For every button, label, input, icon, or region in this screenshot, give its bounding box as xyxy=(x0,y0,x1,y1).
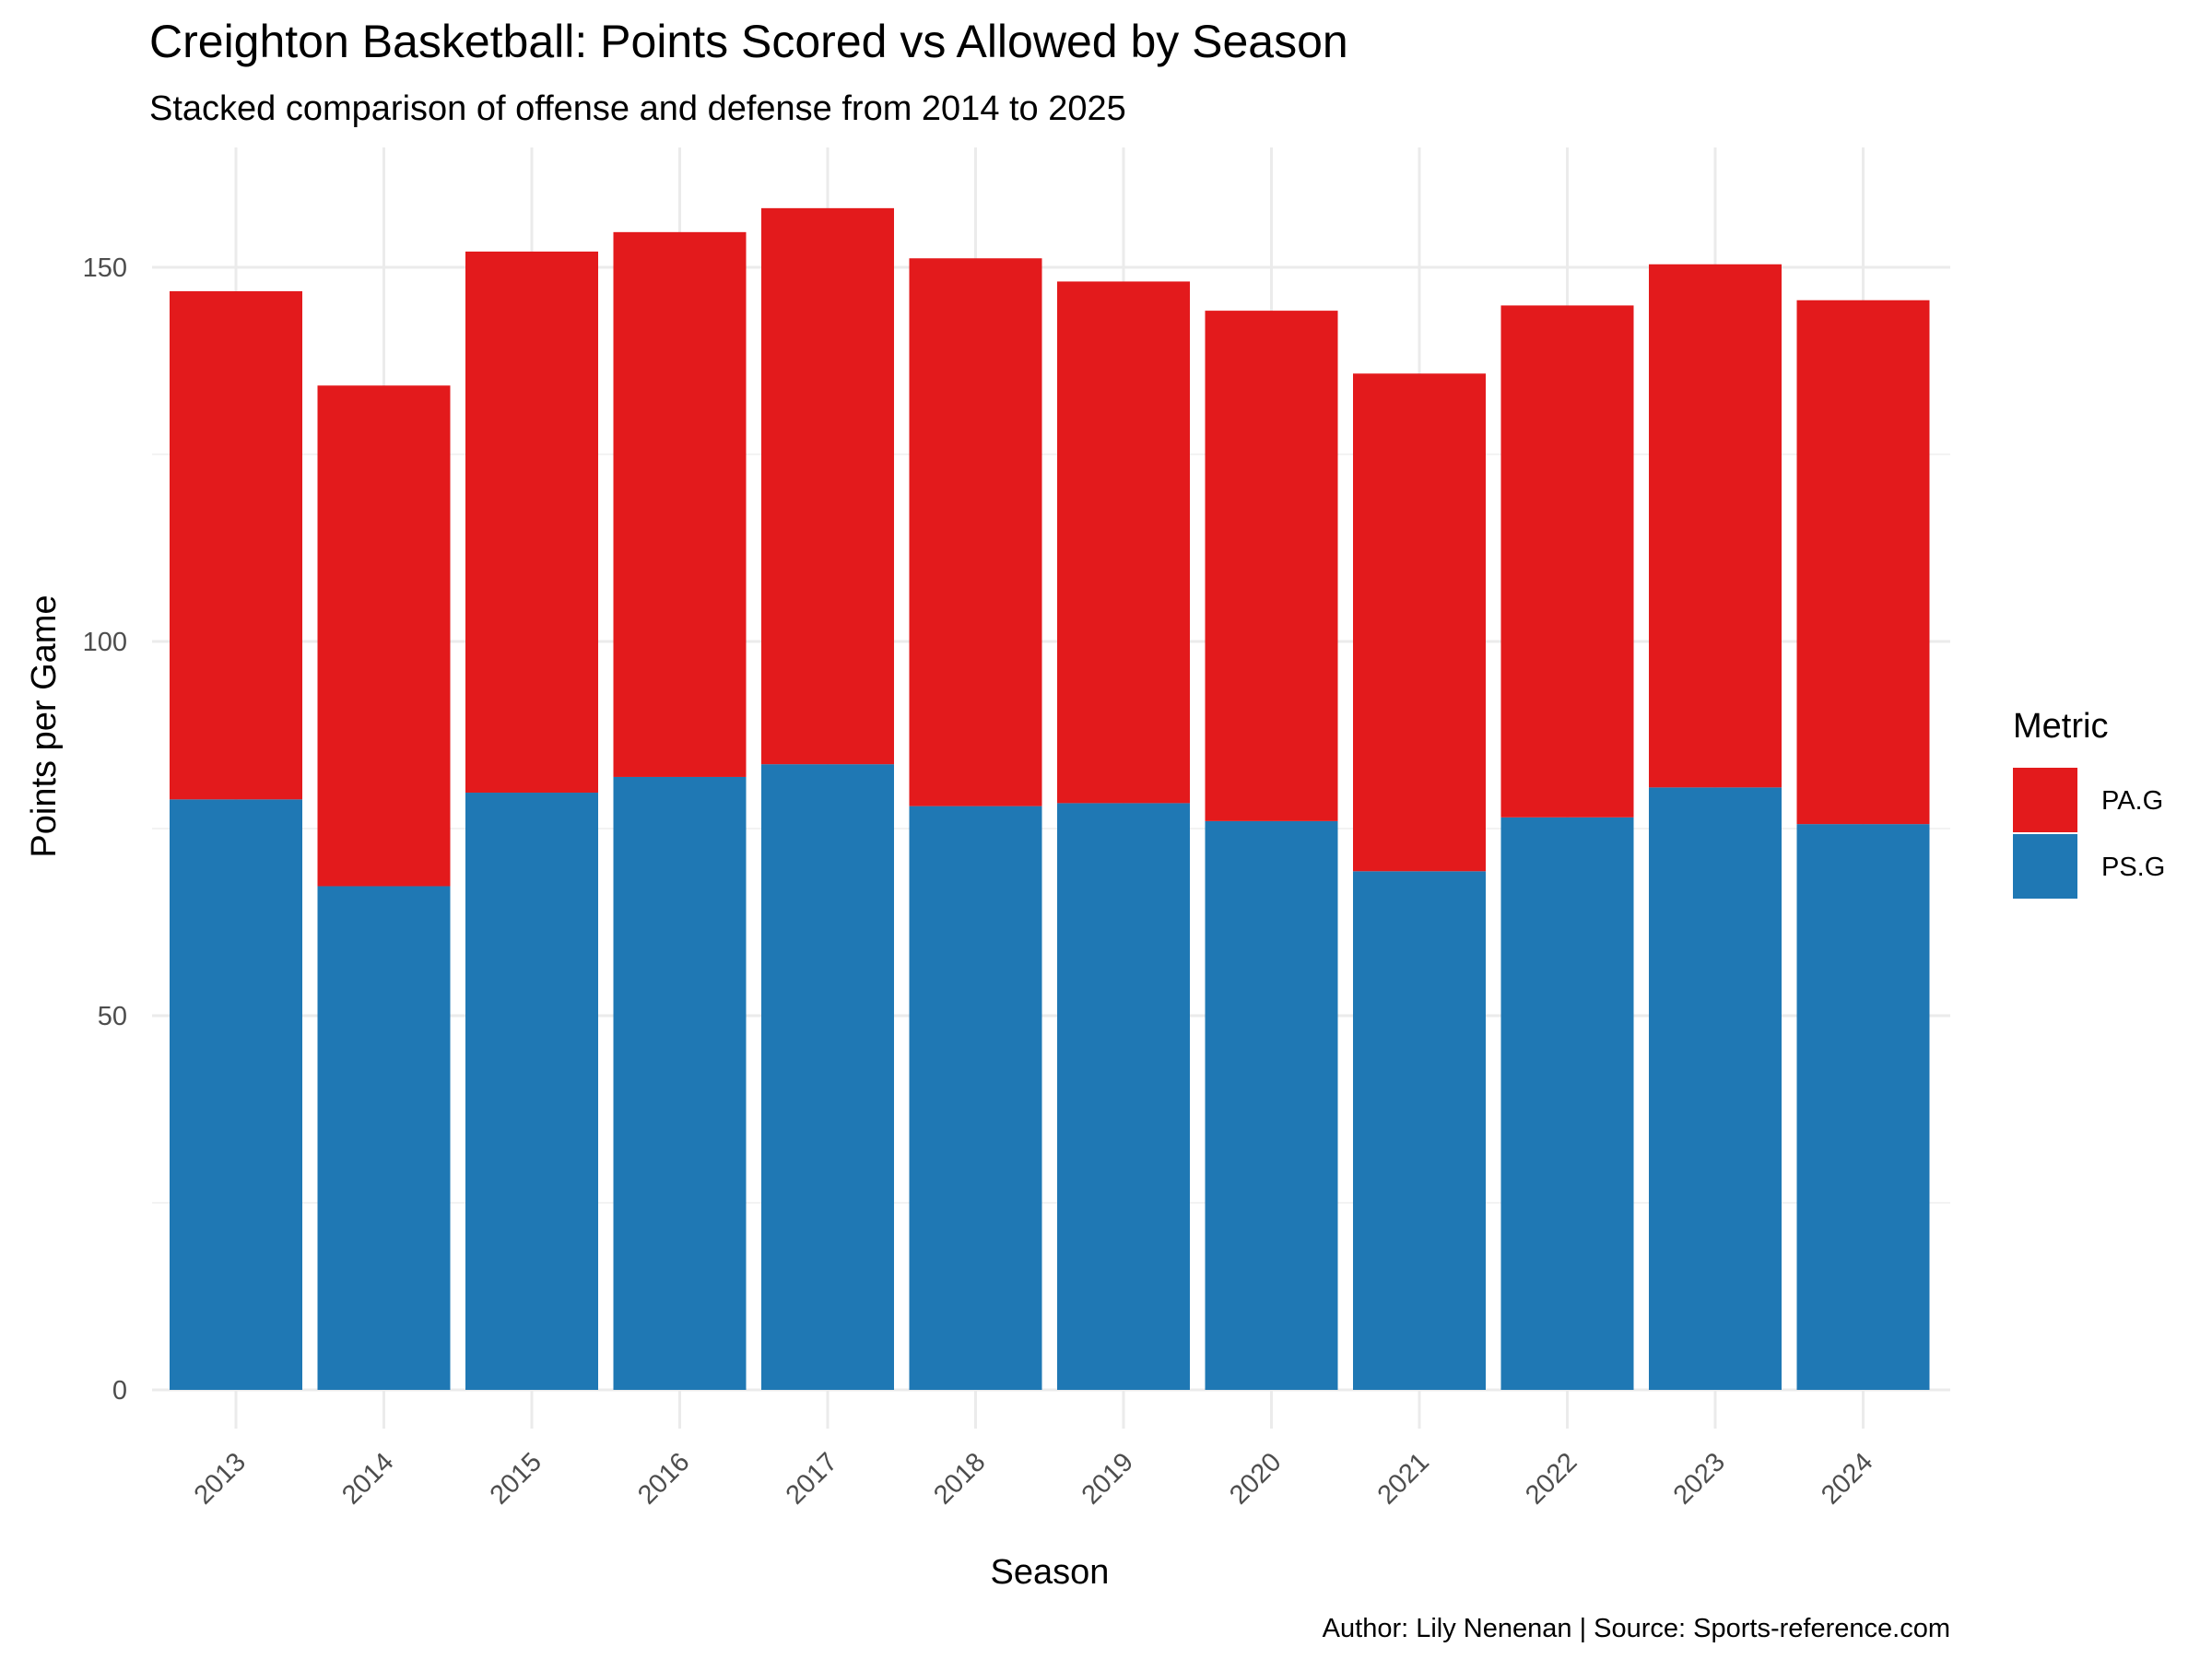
bar-psg-2024 xyxy=(1796,824,1930,1390)
chart-caption: Author: Lily Nenenan | Source: Sports-re… xyxy=(1323,1614,1950,1643)
x-tick-label: 2013 xyxy=(189,1447,252,1510)
x-tick-label: 2021 xyxy=(1372,1447,1435,1510)
bar-psg-2017 xyxy=(761,764,894,1390)
bars xyxy=(170,207,1930,1390)
legend-title: Metric xyxy=(2013,707,2108,746)
y-tick-label: 50 xyxy=(98,1002,127,1031)
legend-label-pag: PA.G xyxy=(2101,786,2163,816)
bar-psg-2021 xyxy=(1353,871,1486,1390)
y-tick-label: 150 xyxy=(83,253,127,283)
bar-psg-2013 xyxy=(170,799,302,1390)
bar-pag-2020 xyxy=(1205,311,1338,821)
x-tick-label: 2020 xyxy=(1224,1447,1287,1510)
bar-psg-2018 xyxy=(909,806,1042,1390)
bar-psg-2022 xyxy=(1500,817,1634,1390)
x-tick-label: 2024 xyxy=(1816,1447,1878,1510)
bar-psg-2019 xyxy=(1057,803,1190,1390)
y-axis-title: Points per Game xyxy=(25,594,64,857)
y-tick-label: 100 xyxy=(83,628,127,657)
legend-swatch-pag xyxy=(2013,768,2077,832)
bar-pag-2017 xyxy=(761,207,894,765)
x-tick-label: 2022 xyxy=(1520,1447,1583,1510)
legend-label-psg: PS.G xyxy=(2101,853,2165,882)
chart-title: Creighton Basketball: Points Scored vs A… xyxy=(149,16,1348,67)
x-axis-title: Season xyxy=(991,1553,1110,1592)
x-tick-label: 2015 xyxy=(485,1447,547,1510)
x-tick-label: 2019 xyxy=(1077,1447,1139,1510)
bar-psg-2020 xyxy=(1205,820,1338,1390)
bar-psg-2016 xyxy=(613,776,747,1390)
x-tick-label: 2014 xyxy=(336,1447,399,1510)
bar-pag-2014 xyxy=(317,385,451,887)
bar-psg-2014 xyxy=(317,886,451,1390)
bar-pag-2021 xyxy=(1353,373,1486,872)
x-axis-ticks: 2013 2014 2015 2016 2017 2018 2019 2020 2021 2022… xyxy=(189,1447,1879,1510)
x-tick-label: 2018 xyxy=(928,1447,991,1510)
bar-pag-2013 xyxy=(170,290,302,800)
bar-psg-2015 xyxy=(465,793,598,1390)
x-tick-label: 2016 xyxy=(632,1447,695,1510)
x-tick-label: 2023 xyxy=(1668,1447,1731,1510)
bar-psg-2023 xyxy=(1649,787,1782,1390)
bar-pag-2022 xyxy=(1500,305,1634,818)
bar-pag-2015 xyxy=(465,251,598,794)
y-axis-ticks: 0 50 100 150 xyxy=(83,253,127,1406)
x-tick-label: 2017 xyxy=(781,1447,843,1510)
bar-pag-2024 xyxy=(1796,300,1930,825)
legend-swatch-psg xyxy=(2013,834,2077,899)
bar-pag-2023 xyxy=(1649,264,1782,788)
bar-pag-2019 xyxy=(1057,281,1190,804)
bar-pag-2016 xyxy=(613,231,747,777)
bar-pag-2018 xyxy=(909,258,1042,806)
chart-subtitle: Stacked comparison of offense and defens… xyxy=(149,89,1126,128)
y-tick-label: 0 xyxy=(112,1376,127,1406)
legend: Metric PA.G PS.G xyxy=(2013,707,2165,899)
